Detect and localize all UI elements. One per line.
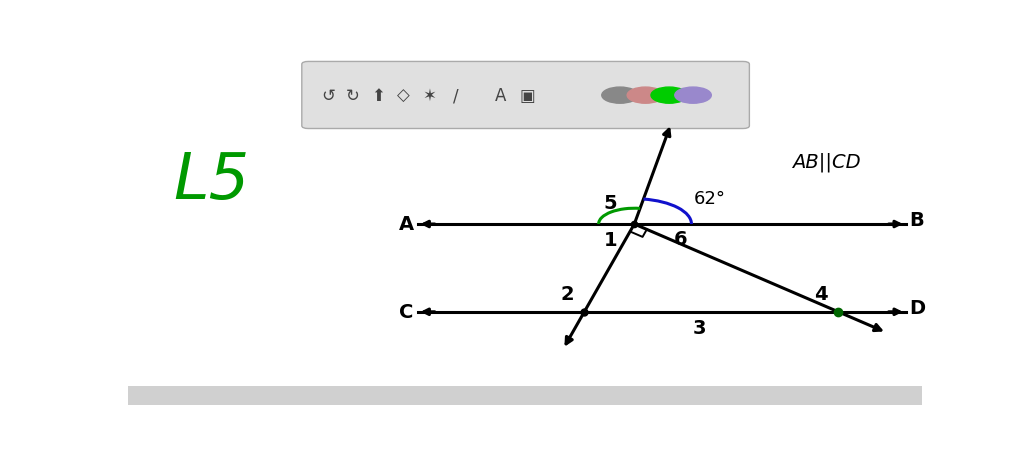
Circle shape <box>651 88 687 104</box>
Text: ✶: ✶ <box>423 87 436 105</box>
Text: 1: 1 <box>604 231 617 250</box>
Text: L5: L5 <box>173 150 250 212</box>
Text: AB||CD: AB||CD <box>792 152 861 171</box>
Text: ↺: ↺ <box>322 87 335 105</box>
Text: 6: 6 <box>674 229 687 248</box>
Text: D: D <box>909 298 926 318</box>
Text: 2: 2 <box>560 284 573 303</box>
Text: ▣: ▣ <box>519 87 536 105</box>
Text: C: C <box>399 302 414 321</box>
Circle shape <box>602 88 638 104</box>
Text: A: A <box>398 214 414 233</box>
Text: 4: 4 <box>814 284 827 303</box>
Text: 62°: 62° <box>694 189 726 207</box>
Circle shape <box>627 88 664 104</box>
Text: ↻: ↻ <box>346 87 359 105</box>
FancyBboxPatch shape <box>128 386 922 405</box>
Text: A: A <box>496 87 507 105</box>
Text: 3: 3 <box>692 318 707 337</box>
Text: ⬆: ⬆ <box>371 87 385 105</box>
FancyBboxPatch shape <box>302 62 750 129</box>
Text: /: / <box>453 87 459 105</box>
Circle shape <box>675 88 712 104</box>
Text: B: B <box>909 211 925 230</box>
Text: 5: 5 <box>604 194 617 213</box>
Text: ◇: ◇ <box>397 87 410 105</box>
